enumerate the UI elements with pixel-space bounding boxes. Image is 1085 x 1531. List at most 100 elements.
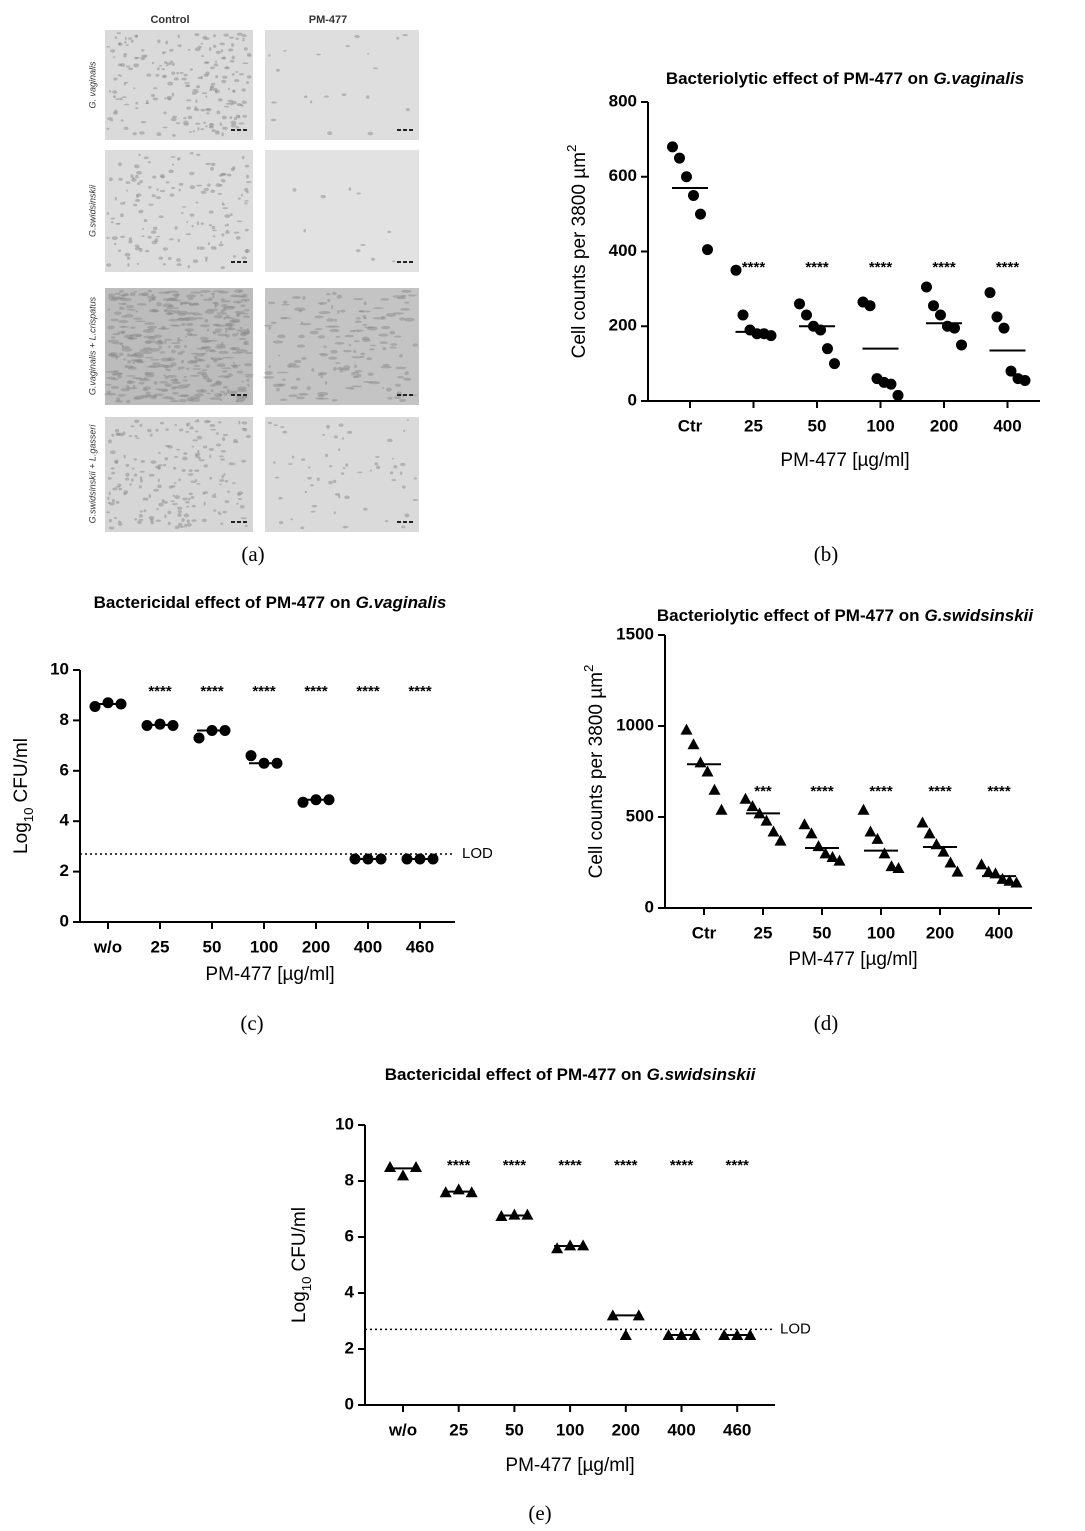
cell-texture (167, 304, 175, 308)
cell-texture (176, 448, 181, 451)
data-point (878, 847, 891, 859)
cell-texture (114, 460, 119, 464)
x-axis-label-part: PM-477 [µg/ml] (205, 964, 334, 985)
cell-texture (342, 467, 346, 470)
cell-texture (240, 298, 251, 302)
cell-texture (202, 35, 208, 40)
cell-texture (155, 73, 160, 77)
cell-texture (316, 53, 321, 56)
cell-texture (196, 221, 200, 226)
cell-texture (138, 293, 148, 296)
cell-texture (353, 371, 360, 374)
significance: **** (726, 1157, 750, 1174)
cell-texture (323, 345, 327, 349)
cell-texture (218, 98, 223, 102)
cell-texture (363, 507, 368, 511)
significance: **** (408, 683, 432, 700)
cell-texture (171, 349, 176, 354)
cell-texture (234, 71, 239, 73)
cell-texture (236, 312, 242, 316)
cell-texture (120, 330, 126, 334)
cell-texture (147, 289, 153, 293)
cell-texture (120, 119, 124, 122)
cell-texture (142, 497, 146, 501)
cell-texture (158, 64, 163, 67)
data-point (885, 378, 897, 390)
cell-texture (337, 366, 344, 371)
data-point (384, 1161, 396, 1172)
data-point (564, 1239, 577, 1251)
cell-texture (402, 485, 406, 489)
cell-texture (394, 335, 402, 338)
cell-texture (403, 429, 406, 433)
cell-texture (246, 181, 252, 184)
cell-texture (189, 68, 193, 71)
cell-texture (181, 206, 187, 208)
cell-texture (198, 459, 205, 462)
cell-texture (375, 465, 381, 470)
cell-texture (399, 398, 406, 403)
cell-texture (247, 383, 250, 387)
data-point (767, 825, 780, 837)
data-point (681, 171, 692, 183)
cell-texture (205, 162, 211, 166)
cell-texture (277, 354, 281, 357)
cell-texture (180, 212, 184, 214)
cell-texture (225, 315, 230, 318)
cell-texture (187, 48, 191, 51)
cell-texture (220, 178, 226, 183)
chart-title-part: G.swidsinskii (924, 606, 1034, 625)
cell-texture (182, 120, 189, 125)
cell-texture (400, 307, 411, 311)
cell-texture (235, 126, 240, 129)
cell-texture (229, 59, 235, 63)
cell-texture (135, 199, 140, 202)
cell-texture (230, 167, 235, 172)
cell-texture (155, 196, 161, 200)
y-tick-label: 800 (609, 91, 637, 110)
cell-texture (237, 498, 243, 500)
x-tick-label: w/o (93, 937, 122, 956)
cell-texture (236, 388, 247, 393)
cell-texture (138, 381, 145, 385)
x-tick-label: 25 (151, 937, 170, 956)
cell-texture (126, 65, 131, 68)
cell-texture (296, 344, 306, 348)
cell-texture (239, 326, 243, 330)
cell-texture (139, 470, 145, 473)
data-point (708, 783, 721, 795)
cell-texture (173, 482, 177, 485)
cell-texture (117, 222, 121, 225)
cell-texture (292, 188, 297, 192)
cell-texture (205, 258, 208, 263)
cell-texture (204, 187, 209, 192)
cell-texture (119, 306, 123, 310)
cell-texture (199, 246, 205, 251)
cell-texture (124, 365, 128, 367)
cell-texture (191, 504, 196, 508)
cell-texture (188, 303, 194, 307)
cell-texture (150, 93, 156, 97)
cell-texture (127, 380, 136, 384)
cell-texture (188, 497, 191, 501)
cell-texture (160, 325, 166, 330)
cell-texture (233, 79, 240, 83)
cell-texture (165, 428, 169, 432)
cell-texture (118, 522, 123, 526)
cell-texture (112, 95, 116, 99)
data-point (794, 298, 805, 310)
cell-texture (118, 325, 129, 328)
cell-texture (206, 378, 213, 383)
cell-texture (230, 123, 237, 128)
cell-texture (233, 463, 236, 465)
y-tick-label: 4 (60, 811, 70, 830)
cell-texture (107, 308, 111, 311)
cell-texture (270, 321, 277, 324)
cell-texture (341, 93, 347, 97)
cell-texture (235, 37, 239, 40)
cell-texture (184, 328, 195, 332)
cell-texture (125, 189, 129, 192)
cell-texture (177, 158, 180, 161)
cell-texture (174, 455, 179, 458)
cell-texture (124, 252, 131, 257)
